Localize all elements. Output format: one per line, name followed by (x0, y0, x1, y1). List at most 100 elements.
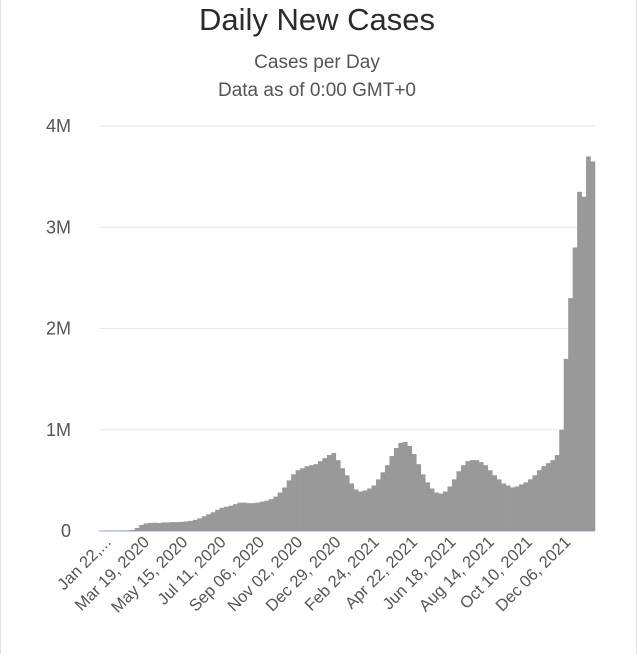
bar (456, 471, 462, 531)
bar (241, 502, 247, 531)
bar (492, 475, 497, 531)
bar (326, 455, 332, 531)
bar (224, 506, 229, 531)
bar (255, 502, 261, 531)
bar (174, 522, 180, 531)
y-tick-label: 0 (61, 521, 71, 541)
bar (550, 460, 556, 531)
bar (452, 479, 457, 531)
bar (371, 485, 377, 531)
bar (340, 468, 346, 531)
y-tick-label: 3M (46, 217, 71, 237)
bar (389, 456, 395, 531)
bar (188, 520, 194, 531)
bar (166, 522, 171, 531)
bar (295, 470, 301, 531)
bar (206, 514, 212, 531)
bar (572, 247, 578, 531)
bar (465, 461, 471, 531)
bar (282, 487, 287, 531)
bar (233, 504, 238, 531)
bar (259, 501, 265, 531)
bar (416, 464, 422, 531)
bar (380, 472, 386, 531)
bar (581, 196, 587, 531)
bar (474, 460, 480, 531)
bar (170, 522, 176, 531)
bar (250, 503, 256, 531)
bar (183, 521, 189, 531)
bar (438, 493, 444, 531)
bar (398, 442, 404, 531)
bar (478, 462, 484, 531)
bar (536, 470, 542, 531)
bar (523, 482, 529, 531)
bar (331, 453, 337, 531)
bar (139, 524, 144, 531)
bar (134, 527, 140, 531)
bar (407, 445, 413, 531)
bar (568, 298, 573, 531)
bar (447, 486, 453, 531)
bar (309, 465, 314, 531)
bar (590, 161, 596, 531)
bar (335, 460, 341, 531)
bar (304, 466, 310, 531)
bar (344, 475, 350, 531)
bar (393, 447, 399, 531)
bar (143, 523, 149, 531)
bar (367, 488, 372, 531)
bar (559, 429, 565, 531)
bar (505, 485, 511, 531)
bar (510, 487, 515, 531)
bar (384, 465, 390, 531)
bar (554, 455, 560, 531)
bar (277, 492, 283, 531)
bar (376, 479, 381, 531)
bar (219, 507, 225, 531)
bar (443, 491, 448, 531)
bar (586, 156, 591, 531)
bar (541, 466, 547, 531)
bar (514, 486, 520, 531)
bar (313, 464, 319, 531)
bar (496, 479, 502, 531)
bar (246, 503, 252, 531)
bar (420, 474, 426, 531)
bar (501, 483, 506, 531)
bar (300, 468, 305, 531)
chart-data-as-of: Data as of 0:00 GMT+0 (218, 80, 416, 101)
bar (483, 465, 489, 531)
bar (527, 479, 533, 531)
bar (228, 505, 234, 531)
gridlines (99, 125, 595, 532)
bar (179, 521, 185, 531)
y-axis-ticks: 0 1M 2M 3M 4M (46, 116, 71, 541)
y-tick-label: 1M (46, 420, 71, 440)
bar (411, 454, 417, 531)
bar (487, 470, 493, 531)
bar (157, 522, 162, 531)
bar (434, 492, 439, 531)
bar (563, 358, 569, 531)
bar (215, 509, 220, 531)
bar (161, 522, 167, 531)
bar (362, 490, 368, 531)
bar (148, 522, 153, 531)
bar (317, 461, 323, 531)
bar (349, 483, 355, 531)
bar (210, 512, 216, 531)
bar (237, 502, 243, 531)
bar (353, 489, 359, 531)
bar (322, 458, 328, 531)
bar (130, 529, 136, 531)
bar (469, 460, 475, 531)
bar (268, 499, 274, 531)
bar (152, 522, 158, 531)
bar (519, 484, 524, 531)
y-tick-label: 4M (46, 116, 71, 136)
bar (545, 463, 551, 531)
bar (577, 191, 582, 531)
